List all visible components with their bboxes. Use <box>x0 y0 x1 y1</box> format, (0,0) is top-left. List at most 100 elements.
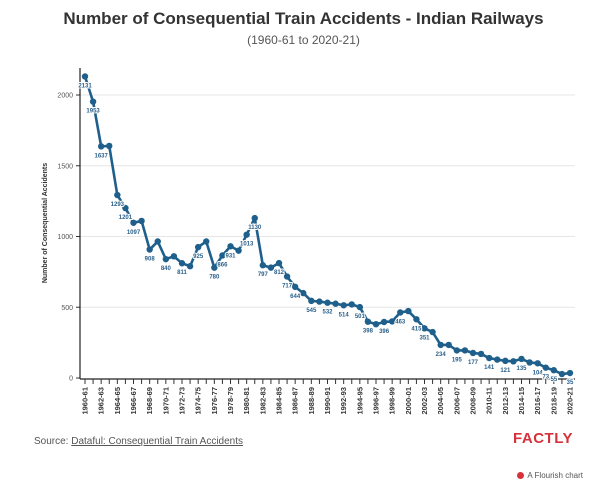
x-tick-label: 1972-73 <box>178 387 187 415</box>
data-point[interactable] <box>405 307 412 315</box>
data-point[interactable] <box>81 73 89 80</box>
data-point[interactable] <box>243 231 250 238</box>
data-label: 35 <box>567 380 574 386</box>
data-point[interactable] <box>106 142 113 150</box>
data-point[interactable] <box>550 367 558 374</box>
data-point[interactable] <box>421 325 428 332</box>
data-label: 415 <box>411 326 422 332</box>
data-point[interactable] <box>300 289 307 297</box>
data-point[interactable] <box>308 297 315 305</box>
data-point[interactable] <box>275 259 283 267</box>
series-line-path <box>83 76 571 376</box>
x-tick-label: 1964-65 <box>113 387 122 415</box>
data-label: 840 <box>161 266 172 272</box>
data-point[interactable] <box>453 347 461 354</box>
data-point[interactable] <box>518 355 525 363</box>
x-tick-label: 2006-07 <box>452 387 461 415</box>
x-tick-label: 2020-21 <box>566 387 575 415</box>
data-point[interactable] <box>558 370 566 378</box>
x-tick-label: 2012-13 <box>501 387 510 415</box>
data-point[interactable] <box>356 303 364 311</box>
data-point[interactable] <box>372 321 380 328</box>
data-point[interactable] <box>283 273 291 280</box>
data-labels: 2131 1953 1637 1293 1201 1097 908 840 811 925 780 8… <box>77 82 575 387</box>
data-point[interactable] <box>477 350 485 358</box>
data-point[interactable] <box>397 309 404 316</box>
flourish-credit[interactable]: A Flourish chart <box>517 471 583 480</box>
data-point[interactable] <box>461 347 469 354</box>
x-tick-label: 1998-99 <box>388 387 397 415</box>
x-tick-label: 1986-87 <box>291 387 300 415</box>
data-point[interactable] <box>211 264 218 271</box>
data-point[interactable] <box>429 328 436 336</box>
data-point[interactable] <box>259 262 267 269</box>
data-point[interactable] <box>494 356 501 363</box>
data-point[interactable] <box>526 359 533 366</box>
data-point[interactable] <box>380 318 388 326</box>
data-point[interactable] <box>510 358 517 365</box>
data-point[interactable] <box>219 252 226 259</box>
data-point[interactable] <box>235 247 242 254</box>
y-tick-label: 0 <box>69 376 73 383</box>
data-point[interactable] <box>114 191 121 199</box>
data-label: 514 <box>339 312 350 318</box>
data-point[interactable] <box>437 341 444 349</box>
data-point[interactable] <box>203 238 210 245</box>
data-label: 532 <box>322 310 333 316</box>
data-point[interactable] <box>227 243 234 250</box>
x-tick-label: 1980-81 <box>242 387 251 415</box>
x-tick-label: 2008-09 <box>469 387 478 415</box>
x-tick-label: 2004-05 <box>436 387 445 415</box>
data-point[interactable] <box>122 204 129 212</box>
data-point[interactable] <box>388 318 396 325</box>
data-point[interactable] <box>186 263 194 270</box>
data-point[interactable] <box>542 364 549 371</box>
source-link[interactable]: Dataful: Consequential Train Accidents <box>71 436 244 447</box>
data-point[interactable] <box>340 302 347 309</box>
source-prefix: Source: <box>34 436 72 447</box>
data-label: 812 <box>274 270 285 276</box>
gridlines <box>80 94 575 308</box>
data-point[interactable] <box>178 260 186 267</box>
x-tick-label: 1982-83 <box>258 387 267 415</box>
data-point[interactable] <box>502 357 509 365</box>
data-point[interactable] <box>469 349 477 357</box>
data-point[interactable] <box>162 255 170 263</box>
data-point[interactable] <box>364 318 372 325</box>
data-point[interactable] <box>485 354 493 362</box>
data-point[interactable] <box>413 316 420 323</box>
data-point[interactable] <box>194 243 202 251</box>
data-point[interactable] <box>138 217 145 225</box>
x-tick-label: 2010-11 <box>485 387 494 414</box>
series-line <box>83 76 571 376</box>
chart-title: Number of Consequential Train Accidents … <box>63 9 544 28</box>
chart-subtitle: (1960-61 to 2020-21) <box>247 33 360 47</box>
y-tick-label: 500 <box>61 305 73 312</box>
data-point[interactable] <box>251 214 258 222</box>
x-tick-label: 1988-89 <box>307 387 316 415</box>
data-point[interactable] <box>291 283 299 291</box>
data-point[interactable] <box>566 369 574 377</box>
data-point[interactable] <box>445 341 452 349</box>
data-point[interactable] <box>534 360 541 367</box>
data-point[interactable] <box>146 246 153 253</box>
data-point[interactable] <box>316 298 323 305</box>
data-point[interactable] <box>154 238 161 245</box>
y-axis: 0 500 1000 1500 2000 <box>57 68 81 383</box>
data-point[interactable] <box>97 143 105 150</box>
data-label: 908 <box>145 257 156 263</box>
data-label: 396 <box>379 329 390 335</box>
data-point[interactable] <box>332 300 339 307</box>
data-point[interactable] <box>130 219 137 226</box>
y-axis-title: Number of Consequential Accidents <box>42 163 49 283</box>
data-label: 545 <box>306 308 317 314</box>
data-label: 1201 <box>119 215 133 221</box>
x-tick-label: 1978-79 <box>226 387 235 415</box>
data-point[interactable] <box>348 301 355 308</box>
data-point[interactable] <box>89 98 97 105</box>
data-point[interactable] <box>324 299 331 306</box>
data-label: 351 <box>419 335 430 341</box>
data-point[interactable] <box>267 264 275 271</box>
data-point[interactable] <box>170 253 178 260</box>
